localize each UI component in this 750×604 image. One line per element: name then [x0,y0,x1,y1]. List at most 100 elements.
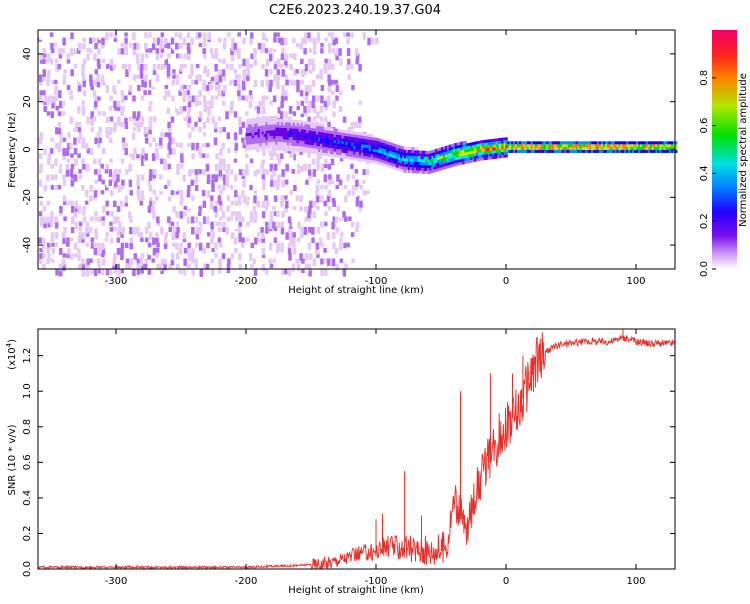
heatmap-ridge-cell [556,147,559,151]
heatmap-cell [54,242,59,248]
heatmap-cell [269,242,273,251]
heatmap-ridge-cell [355,146,358,150]
heatmap-cell [55,127,59,135]
heatmap-ridge-cell [450,146,454,150]
heatmap-cell [108,106,113,111]
heatmap-cell [109,221,113,226]
heatmap-cell [92,37,97,42]
heatmap-ridge-cell [402,155,405,159]
heatmap-cell [303,48,307,55]
heatmap-ridge-cell [388,147,391,151]
heatmap-ridge-cell [431,158,434,162]
heatmap-cell [190,253,195,259]
heatmap-cell [201,190,206,197]
heatmap-ridge-cell [378,138,381,142]
heatmap-cell [121,179,125,186]
heatmap-cell [269,263,274,269]
heatmap-cell [309,200,313,209]
heatmap-ridge-cell [374,140,378,144]
heatmap-ridge-cell [417,170,420,174]
heatmap-ridge-cell [339,155,342,159]
heatmap-ridge-cell [300,120,303,124]
heatmap-cell [219,205,223,212]
heatmap-cell [42,48,46,54]
heatmap-cell [129,242,133,250]
heatmap-cell [54,74,59,80]
heatmap-ridge-cell [255,143,259,147]
heatmap-ridge-cell [263,142,266,146]
heatmap-ridge-cell [296,120,300,124]
heatmap-cell [295,195,300,202]
heatmap-ridge-cell [302,129,305,133]
heatmap-ridge-cell [296,122,300,126]
heatmap-ridge-cell [417,158,420,162]
heatmap-cell [112,174,116,183]
heatmap-cell [78,263,82,270]
heatmap-ridge-cell [610,141,614,145]
heatmap-cell [350,269,354,275]
heatmap-cell [167,90,171,98]
heatmap-ridge-cell [333,139,337,143]
heatmap-ridge-cell [600,147,604,151]
heatmap-ridge-cell [530,144,534,148]
heatmap-cell [81,63,85,70]
heatmap-ridge-cell [285,142,288,146]
heatmap-ridge-cell [298,120,302,124]
heatmap-cell [205,263,210,269]
heatmap-ridge-cell [327,141,331,145]
heatmap-cell [152,211,156,219]
heatmap-ridge-cell [464,152,467,156]
heatmap-ridge-cell [318,140,321,144]
heatmap-cell [140,269,144,274]
heatmap-ridge-cell [409,167,413,171]
heatmap-ridge-cell [359,132,362,136]
snr-y-tick-label: 0.8 [22,419,33,435]
heatmap-cell [104,169,109,174]
heatmap-ridge-cell [526,144,530,148]
heatmap-cell [90,216,94,222]
heatmap-ridge-cell [279,121,282,125]
heatmap-ridge-cell [628,149,631,153]
heatmap-cell [307,163,311,170]
heatmap-cell [50,95,54,104]
heatmap-ridge-cell [292,122,296,126]
heatmap-cell [258,100,262,107]
heatmap-ridge-cell [476,155,479,159]
heatmap-ridge-cell [261,128,264,132]
heatmap-cell [264,37,269,42]
heatmap-ridge-cell [329,153,333,157]
heatmap-ridge-cell [316,131,319,135]
heatmap-cell [43,100,47,105]
heatmap-cell [357,121,362,129]
heatmap-ridge-cell [659,144,662,148]
heatmap-cell [75,121,79,129]
heatmap-cell [330,179,335,185]
heatmap-ridge-cell [396,153,399,157]
heatmap-cell [198,169,202,175]
heatmap-ridge-cell [405,161,409,165]
heatmap-ridge-cell [359,143,362,147]
heatmap-ridge-cell [304,146,307,150]
heatmap-cell [253,190,258,195]
heatmap-cell [86,269,90,277]
heatmap-ridge-cell [253,146,257,150]
heatmap-cell [46,100,50,105]
heatmap-cell [164,90,169,97]
heatmap-ridge-cell [561,147,565,151]
heatmap-ridge-cell [251,120,255,124]
heatmap-cell [217,269,222,274]
heatmap-cell [281,90,285,95]
heatmap-cell [312,169,317,177]
heatmap-cell [53,95,58,101]
heatmap-ridge-cell [247,150,251,154]
heatmap-cell [187,242,191,249]
heatmap-ridge-cell [468,154,471,158]
heatmap-ridge-cell [628,144,631,148]
heatmap-cell [73,174,78,182]
heatmap-ridge-cell [540,144,543,148]
heatmap-cell [92,195,97,200]
heatmap-ridge-cell [632,147,635,151]
heatmap-x-ticks: -300 -200 -100 0 100 [105,30,646,287]
heatmap-cell [38,169,43,174]
heatmap-ridge-cell [337,149,341,153]
